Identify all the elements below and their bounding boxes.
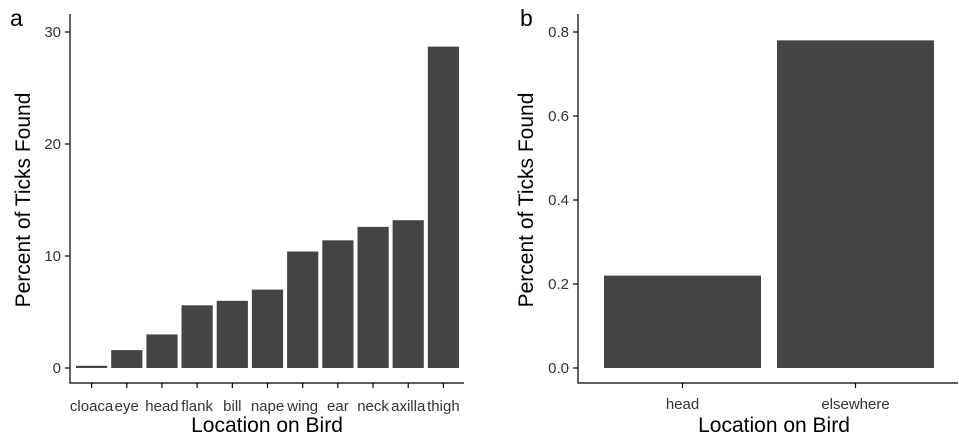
panel-a-bar-eye [111,350,143,368]
panel-a-chart: a 0 10 20 30 cloaca eye head flank bill nape wing… [10,5,464,437]
panel-a-y-tick-label: 0 [53,360,61,377]
panel-a-x-tick-label: neck [357,398,389,415]
panel-a-x-ticks: cloaca eye head flank bill nape wing ear neck axi… [70,383,460,415]
panel-a-bar-head [146,334,178,368]
panel-b-bars [604,40,934,369]
panel-b-x-ticks: head elsewhere [666,383,890,413]
panel-b-x-axis-title: Location on Bird [698,414,850,437]
panel-a-x-tick-label: cloaca [70,398,114,415]
panel-a-bar-ear [322,240,354,368]
panel-b-y-tick-label: 0.4 [548,192,569,209]
panel-a-y-ticks: 0 10 20 30 [44,24,70,377]
panel-b-y-ticks: 0.0 0.2 0.4 0.6 0.8 [548,24,578,377]
panel-b-y-axis-title: Percent of Ticks Found [515,93,538,308]
panel-a-y-tick-label: 10 [44,248,61,265]
panel-a-x-tick-label: axilla [391,398,426,415]
panel-a-x-tick-label: wing [286,398,318,415]
panel-b-bar-head [604,275,761,368]
panel-b-y-tick-label: 0.6 [548,108,569,125]
panel-a-bar-bill [216,300,248,368]
panel-a-bar-cloaca [76,365,108,368]
panel-a-bars [76,46,459,368]
panel-a-bar-flank [181,305,213,368]
panel-a-y-tick-label: 20 [44,136,61,153]
panel-a-bar-axilla [392,220,424,368]
panel-a-y-axis-title: Percent of Ticks Found [12,93,35,308]
panel-a-x-tick-label: thigh [427,398,460,415]
panel-a-x-axis-title: Location on Bird [191,414,343,437]
panel-a-axes [69,14,464,384]
panel-a-x-tick-label: ear [327,398,349,415]
panel-b-x-tick-label: head [666,396,699,413]
panel-b-x-tick-label: elsewhere [821,396,889,413]
panel-a-x-tick-label: head [145,398,178,415]
panel-b-y-tick-label: 0.0 [548,360,569,377]
panel-a-bar-thigh [427,46,459,368]
panel-a-x-tick-label: flank [181,398,213,415]
panel-a-y-tick-label: 30 [44,24,61,41]
panel-b-label: b [520,5,533,31]
panel-a-x-tick-label: bill [223,398,241,415]
panel-b-y-tick-label: 0.2 [548,276,569,293]
panel-a-x-tick-label: nape [251,398,284,415]
panel-b-axes [577,14,958,384]
panel-a-bar-wing [287,251,319,368]
panel-a-bar-neck [357,226,389,368]
panel-b-y-tick-label: 0.8 [548,24,569,41]
panel-a-label: a [10,5,23,31]
panel-b-chart: b 0.0 0.2 0.4 0.6 0.8 head elsewhere Location… [515,5,958,437]
panel-a-x-tick-label: eye [115,398,139,415]
panel-b-bar-elsewhere [777,40,934,369]
panel-a-bar-nape [251,289,284,368]
